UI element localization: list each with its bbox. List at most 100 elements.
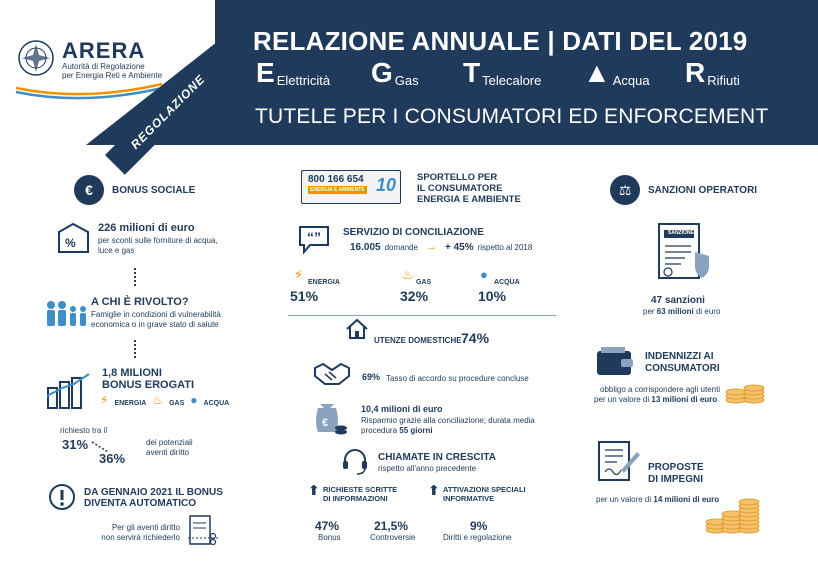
water-icon: ▲ xyxy=(583,57,611,88)
potenziali-label-2: aventi diritto xyxy=(146,448,190,457)
share-label-water: ACQUA xyxy=(494,279,520,286)
dotted-connector xyxy=(134,340,136,358)
flame-icon: ♨ xyxy=(402,267,414,282)
header-subtitle: TUTELE PER I CONSUMATORI ED ENFORCEMENT xyxy=(255,105,769,128)
sanzioni-count-desc-post: di euro xyxy=(695,307,721,316)
logo-swoosh xyxy=(15,82,163,100)
sanzioni-count-desc-pre: per xyxy=(643,307,655,316)
concil-title: SERVIZIO DI CONCILIAZIONE xyxy=(343,227,484,238)
sanzioni-title: SANZIONI OPERATORI xyxy=(648,185,758,196)
sanzioni-count-desc: per 63 milioni di euro xyxy=(643,307,720,317)
gavel-icon: ⚖ xyxy=(610,175,640,205)
water-drop-icon: ● xyxy=(190,393,198,407)
stat-diritti-value: 9% xyxy=(470,519,488,533)
bonus-type-water: ACQUA xyxy=(203,400,230,407)
indennizzi-desc-2-pre: per un valore di xyxy=(594,395,650,404)
arrow-up-icon: ⬆ xyxy=(428,482,440,498)
percent-high: 36% xyxy=(99,451,126,466)
bonus-target-desc-1: Famiglie in condizioni di vulnerabilità xyxy=(91,310,221,319)
utenze-label: UTENZE DOMESTICHE xyxy=(374,336,462,345)
dotted-connector xyxy=(134,268,136,286)
accordo-value: 69% xyxy=(362,372,381,382)
auto-desc-1: Per gli aventi diritto xyxy=(111,523,180,532)
discount-tag-icon: % xyxy=(58,222,89,253)
concil-growth: + 45% xyxy=(444,242,474,253)
contract-pen-icon xyxy=(598,441,640,481)
logo-name: ARERA xyxy=(62,38,146,63)
attivazioni-title-1: ATTIVAZIONI SPECIALI xyxy=(443,485,526,494)
utenze-value: 74% xyxy=(461,330,490,346)
category-waste: R Rifiuti xyxy=(685,57,740,89)
bonus-type-gas: GAS xyxy=(169,400,185,407)
sanzioni-count-desc-value: 63 milioni xyxy=(656,307,694,316)
bar-chart-icon xyxy=(46,373,90,409)
family-icon xyxy=(47,301,86,326)
alert-icon xyxy=(49,484,75,510)
svg-text:%: % xyxy=(65,236,76,250)
concil-count: 16.005 xyxy=(350,242,381,253)
proposte-title-2: DI IMPEGNI xyxy=(648,474,704,485)
sportello-phone-logo: 800 166 654 ENERGIA E AMBIENTE 10 xyxy=(301,170,401,204)
stat-controversie-value: 21,5% xyxy=(374,519,409,533)
richieste-title-2: DI INFORMAZIONI xyxy=(323,494,388,503)
sanzioni-count: 47 sanzioni xyxy=(651,295,705,306)
svg-text:€: € xyxy=(322,417,328,429)
chiamate-sub: rispetto all'anno precedente xyxy=(378,464,477,473)
concil-count-label: domande xyxy=(384,243,418,252)
euro-icon: € xyxy=(74,175,104,205)
flame-icon: ♨ xyxy=(152,393,164,407)
electricity-icon: ⚡ xyxy=(100,393,109,407)
bonus-erogati-value: 1,8 MILIONI xyxy=(102,367,162,379)
handshake-icon xyxy=(314,362,350,385)
waste-icon: R xyxy=(685,57,706,88)
category-label: Gas xyxy=(394,73,419,88)
bonus-types: ⚡ ENERGIA ♨ GAS ● ACQUA xyxy=(100,393,229,407)
gas-icon: G xyxy=(371,57,393,88)
logo-panel: ARERA Autorità di Regolazione per Energi… xyxy=(0,0,215,145)
proposte-desc-pre: per un valore di xyxy=(596,495,652,504)
richieste-title-1: RICHIESTE SCRITTE xyxy=(323,485,398,494)
house-icon xyxy=(346,318,368,339)
share-value-energy: 51% xyxy=(290,288,319,304)
stat-bonus-value: 47% xyxy=(315,519,340,533)
stat-diritti-label: Diritti e regolazione xyxy=(443,533,512,542)
concil-shares: ⚡ ENERGIA 51% ♨ GAS 32% ● ACQUA 10% xyxy=(290,267,552,307)
electricity-icon: ⚡ xyxy=(294,267,304,282)
money-bag-icon: € xyxy=(316,404,347,435)
share-label-gas: GAS xyxy=(416,279,432,286)
header: ARERA Autorità di Regolazione per Energi… xyxy=(0,0,818,175)
bonus-target-title: A CHI È RIVOLTO? xyxy=(91,296,189,308)
arera-emblem-icon xyxy=(18,40,54,76)
category-label: Rifiuti xyxy=(707,73,740,88)
category-label: Telecalore xyxy=(482,73,542,88)
auto-title-1: DA GENNAIO 2021 IL BONUS xyxy=(84,487,223,498)
sportello-title-1: SPORTELLO PER xyxy=(417,172,498,183)
coins-icon xyxy=(725,384,765,404)
indennizzi-title-2: CONSUMATORI xyxy=(645,363,720,374)
indennizzi-desc-2: per un valore di 13 milioni di euro xyxy=(594,395,717,405)
share-value-gas: 32% xyxy=(400,288,429,304)
sanction-document-icon xyxy=(658,223,709,279)
speech-bubble-icon: “” xyxy=(299,226,329,255)
bonus-title: BONUS SOCIALE xyxy=(112,185,196,196)
sportello-phone-sub: ENERGIA E AMBIENTE xyxy=(308,186,367,194)
logo-subtitle-2: per Energia Reti e Ambiente xyxy=(62,71,163,80)
concil-growth-label: rispetto al 2018 xyxy=(477,243,533,252)
electricity-icon: E xyxy=(256,57,275,88)
bonus-erogati-label: BONUS EROGATI xyxy=(102,379,195,391)
stat-controversie-label: Controversie xyxy=(370,533,416,542)
risparmio-desc-1: Risparmio grazie alla conciliazione; dur… xyxy=(361,416,535,425)
percent-low: 31% xyxy=(62,437,89,452)
auto-desc-2: non servirà richiederlo xyxy=(101,533,180,542)
sportello-title-3: ENERGIA E AMBIENTE xyxy=(417,194,521,205)
category-water: ▲ Acqua xyxy=(583,57,650,89)
headset-icon xyxy=(343,449,367,475)
svg-text:“”: “” xyxy=(307,229,321,245)
risparmio-desc-2: procedura 55 giorni xyxy=(361,426,433,436)
water-drop-icon: ● xyxy=(480,267,488,282)
bonus-amount-desc-1: per sconti sulle forniture di acqua, xyxy=(98,236,218,245)
form-scissors-icon xyxy=(188,515,218,546)
bonus-target-desc-2: economica o in grave stato di salute xyxy=(91,320,219,329)
indennizzi-desc-1: obbligo a corrispondere agli utenti xyxy=(600,385,721,394)
